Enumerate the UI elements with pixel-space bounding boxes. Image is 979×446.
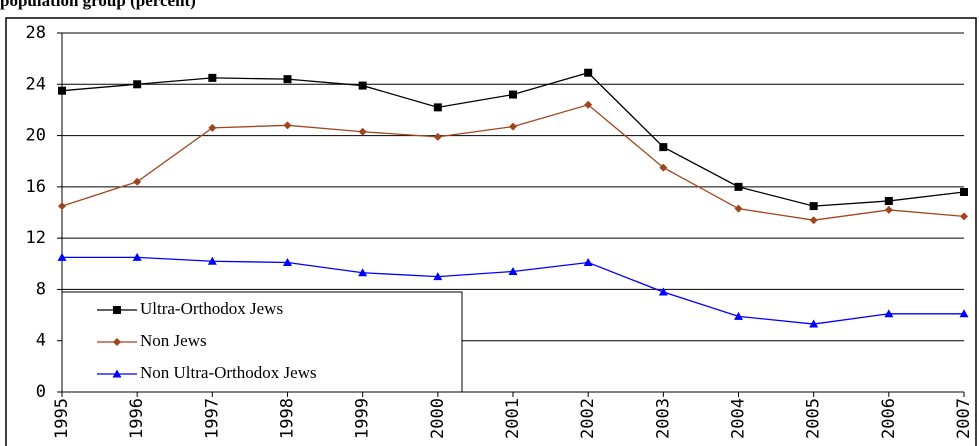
marker — [734, 204, 743, 213]
y-tick-label: 8 — [36, 279, 46, 299]
marker — [884, 205, 893, 214]
marker — [133, 177, 142, 186]
x-tick-label: 2002 — [578, 398, 598, 439]
marker — [884, 196, 893, 205]
marker — [734, 311, 743, 320]
chart-frame — [5, 17, 977, 446]
marker — [508, 266, 518, 275]
legend-marker — [113, 338, 121, 346]
marker — [809, 202, 818, 211]
y-tick-label: 4 — [36, 331, 46, 351]
marker — [358, 81, 367, 90]
marker — [283, 258, 292, 267]
marker — [358, 268, 368, 277]
marker — [584, 68, 593, 77]
marker — [433, 103, 442, 112]
x-tick-label: 1996 — [127, 398, 147, 439]
legend-marker — [113, 306, 121, 314]
x-tick-label: 1999 — [353, 398, 373, 439]
marker — [433, 272, 443, 281]
marker — [659, 143, 668, 152]
series-line — [61, 104, 965, 221]
marker — [358, 127, 367, 136]
legend-label: Non Ultra-Orthodox Jews — [140, 363, 317, 382]
marker — [809, 216, 818, 225]
marker — [207, 256, 217, 265]
legend-marker — [112, 369, 122, 378]
marker — [58, 86, 66, 95]
marker — [58, 202, 66, 211]
y-tick-label: 12 — [26, 228, 46, 248]
x-tick-label: 2005 — [804, 398, 824, 439]
marker — [208, 123, 217, 132]
marker — [734, 182, 743, 191]
marker — [884, 309, 894, 318]
x-tick-label: 2006 — [879, 398, 899, 439]
marker — [960, 212, 968, 221]
marker — [283, 121, 292, 130]
marker — [960, 187, 968, 196]
marker — [509, 122, 517, 131]
y-tick-label: 0 — [36, 382, 46, 402]
chart-title: population group (percent) — [0, 0, 196, 10]
legend-label: Non Jews — [140, 331, 207, 350]
marker — [132, 252, 142, 261]
x-tick-label: 2003 — [653, 398, 673, 439]
marker — [809, 319, 819, 328]
marker — [659, 163, 668, 172]
x-tick-label: 2007 — [954, 398, 974, 439]
y-tick-label: 24 — [26, 74, 46, 94]
x-tick-label: 1997 — [202, 398, 222, 439]
marker — [583, 258, 593, 267]
y-tick-label: 20 — [26, 126, 46, 146]
x-tick-label: 1998 — [278, 398, 298, 439]
marker — [959, 309, 969, 318]
marker — [57, 252, 67, 261]
x-tick-label: 2001 — [503, 398, 523, 439]
x-tick-label: 2004 — [729, 398, 749, 439]
marker — [658, 287, 668, 296]
legend-label: Ultra-Orthodox Jews — [140, 299, 283, 318]
marker — [133, 80, 142, 89]
marker — [208, 73, 217, 82]
marker — [283, 75, 292, 84]
marker — [433, 132, 442, 141]
y-tick-label: 16 — [26, 177, 46, 197]
x-tick-label: 1995 — [52, 398, 72, 439]
x-tick-label: 2000 — [428, 398, 448, 439]
marker — [584, 100, 593, 109]
marker — [509, 90, 517, 99]
y-tick-label: 28 — [26, 23, 46, 43]
